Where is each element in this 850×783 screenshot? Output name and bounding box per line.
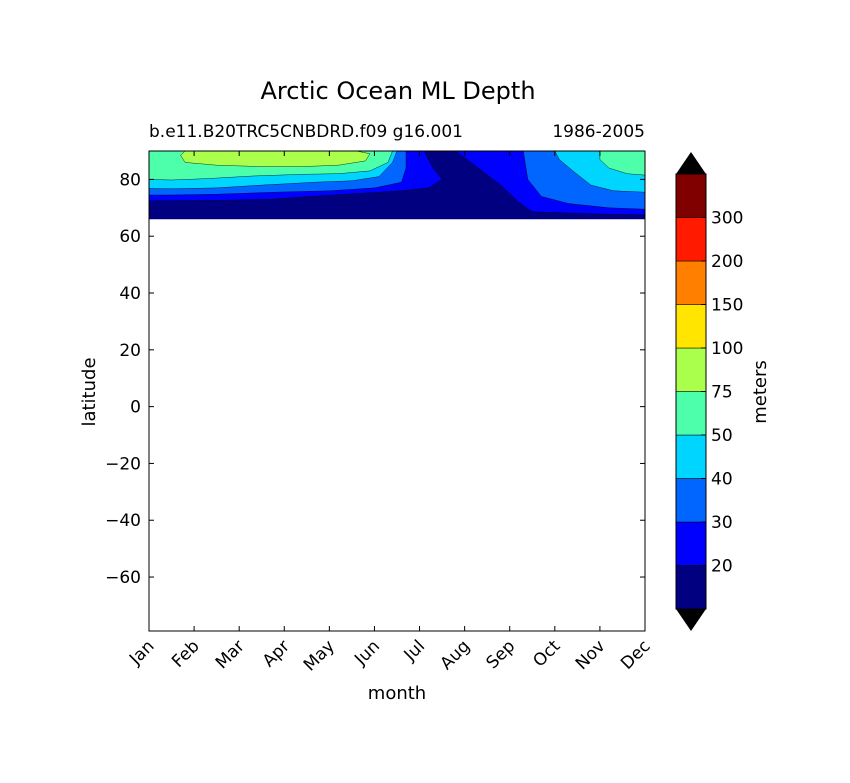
colorbar-segment-9 [675,173,707,218]
y-tick-label-4: 0 [130,398,141,418]
contour-fill-layer [148,150,646,220]
y-tick-labels: 80 60 40 20 0 −20 −40 −60 [105,170,141,588]
colorbar-segment-5 [675,347,707,392]
y-axis-label: latitude [79,357,100,426]
colorbar-segment-7 [675,260,707,305]
colorbar-segment-6 [675,304,707,349]
colorbar-tick-label-4: 75 [711,383,733,403]
y-tick-label-0: 80 [119,170,141,190]
x-tick-label-jul: Jul [400,636,429,665]
colorbar-tick-label-1: 30 [711,513,733,533]
y-tick-label-6: −40 [105,511,141,531]
x-tick-label-aug: Aug [437,636,475,674]
colorbar-segment-8 [675,217,707,262]
colorbar-tick-label-8: 300 [711,209,743,229]
colorbar-label: meters [750,360,771,424]
y-tick-label-1: 60 [119,227,141,247]
x-tick-labels: Jan Feb Mar Apr May Jun Jul Aug Sep Oct Nov Dec [125,636,654,675]
x-tick-label-apr: Apr [259,636,294,671]
colorbar-segment-3 [675,434,707,479]
y-tick-label-5: −20 [105,454,141,474]
colorbar-segment-1 [675,521,707,566]
x-tick-label-may: May [300,636,339,675]
chart-subtitle-right: 1986-2005 [552,122,645,142]
chart-subtitle-left: b.e11.B20TRC5CNBDRD.f09 g16.001 [149,122,463,142]
y-tick-label-7: −60 [105,568,141,588]
x-tick-label-feb: Feb [168,636,203,671]
y-tick-label-2: 40 [119,284,141,304]
x-axis-label: month [368,683,426,704]
colorbar-tick-labels: 20 30 40 50 75 100 150 200 300 [701,209,743,577]
colorbar-tick-label-2: 40 [711,470,733,490]
colorbar-tick-label-3: 50 [711,426,733,446]
plot-frame [148,150,646,632]
colorbar-segment-4 [675,391,707,436]
plot-background [149,151,645,631]
colorbar-tick-label-0: 20 [711,557,733,577]
x-tick-label-nov: Nov [572,636,610,674]
colorbar-extend-bottom [676,609,706,631]
chart-title: Arctic Ocean ML Depth [260,77,535,105]
colorbar-segment-0 [675,565,707,610]
x-tick-label-oct: Oct [529,636,564,671]
x-tick-label-dec: Dec [617,636,654,673]
plot-area [148,150,646,632]
x-tick-label-jun: Jun [350,636,384,670]
colorbar-tick-label-6: 150 [711,296,743,316]
x-tick-label-sep: Sep [482,636,519,673]
y-tick-label-3: 20 [119,341,141,361]
colorbar [675,152,707,631]
contour-band-9 [180,150,371,167]
colorbar-tick-label-7: 200 [711,252,743,272]
colorbar-segment-2 [675,478,707,523]
x-tick-label-mar: Mar [212,636,249,673]
x-tick-label-jan: Jan [125,636,158,669]
colorbar-extend-top [676,152,706,174]
colorbar-tick-label-5: 100 [711,339,743,359]
